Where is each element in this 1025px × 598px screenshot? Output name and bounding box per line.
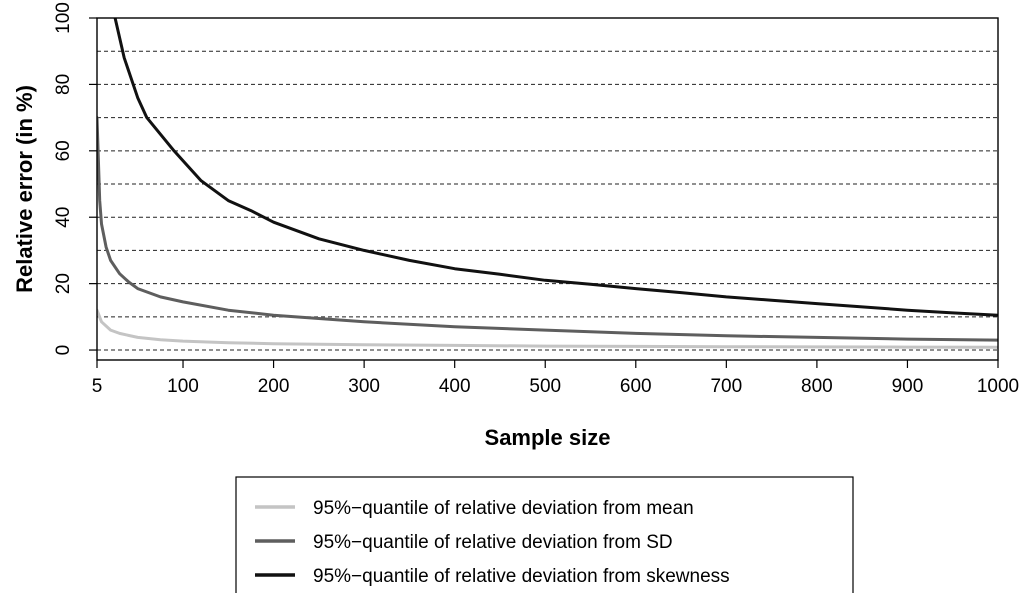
grid-lines	[97, 17, 998, 351]
x-tick-label: 1000	[977, 376, 1019, 397]
x-tick-label: 500	[529, 376, 561, 397]
x-axis: 5 100 200 300 400 500 600 700 800 900 1000	[92, 360, 1019, 397]
legend-label: 95%−quantile of relative deviation from …	[313, 566, 730, 587]
series-line-2	[97, 116, 998, 342]
x-axis-title: Sample size	[485, 425, 611, 450]
y-tick-label: 40	[53, 207, 74, 228]
x-tick-label: 900	[892, 376, 924, 397]
y-tick-label: 20	[53, 273, 74, 294]
legend: 95%−quantile of relative deviation from …	[235, 476, 854, 598]
x-tick-label: 200	[258, 376, 290, 397]
y-tick-label: 60	[53, 140, 74, 161]
x-tick-label: 400	[439, 376, 471, 397]
x-tick-label: 600	[620, 376, 652, 397]
plot-frame	[96, 17, 999, 361]
series-line-1	[97, 308, 998, 349]
y-tick-label: 80	[53, 74, 74, 95]
series-lines	[97, 18, 998, 349]
legend-box	[235, 476, 854, 598]
x-tick-label: 5	[92, 376, 103, 397]
y-tick-label: 100	[53, 2, 74, 34]
x-tick-label: 700	[710, 376, 742, 397]
y-tick-label: 0	[53, 345, 74, 356]
series-line-3	[113, 18, 998, 317]
y-axis-title: Relative error (in %)	[12, 85, 37, 293]
x-tick-label: 300	[348, 376, 380, 397]
legend-label: 95%−quantile of relative deviation from …	[313, 498, 694, 519]
x-tick-label: 800	[801, 376, 833, 397]
y-axis: 0 20 40 60 80 100	[53, 2, 97, 355]
legend-label: 95%−quantile of relative deviation from …	[313, 532, 673, 553]
x-tick-label: 100	[167, 376, 199, 397]
